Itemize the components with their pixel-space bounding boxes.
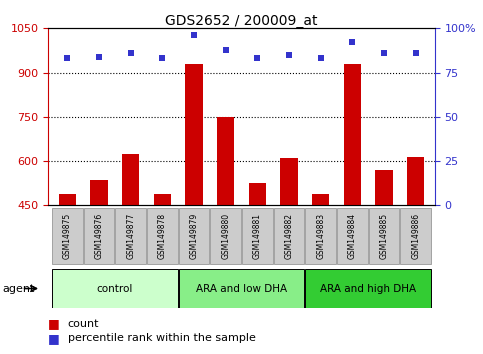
Bar <box>407 156 425 205</box>
Point <box>63 56 71 61</box>
Bar <box>179 209 209 264</box>
Text: GSM149884: GSM149884 <box>348 213 357 259</box>
Bar <box>179 269 304 308</box>
Point <box>349 40 356 45</box>
Text: GSM149876: GSM149876 <box>95 213 103 259</box>
Text: ARA and low DHA: ARA and low DHA <box>196 284 287 293</box>
Bar <box>312 194 329 205</box>
Bar <box>115 209 146 264</box>
Bar <box>154 194 171 205</box>
Text: GSM149879: GSM149879 <box>189 213 199 259</box>
Bar <box>90 180 108 205</box>
Bar <box>337 209 368 264</box>
Bar <box>52 269 178 308</box>
Point <box>380 50 388 56</box>
Text: ■: ■ <box>48 332 60 344</box>
Bar <box>185 64 203 205</box>
Bar <box>84 209 114 264</box>
Bar <box>58 194 76 205</box>
Bar <box>217 117 234 205</box>
Text: GSM149880: GSM149880 <box>221 213 230 259</box>
Point <box>285 52 293 58</box>
Bar <box>369 209 399 264</box>
Text: GSM149877: GSM149877 <box>126 213 135 259</box>
Point <box>317 56 325 61</box>
Bar <box>122 154 140 205</box>
Bar <box>280 158 298 205</box>
Bar <box>242 209 272 264</box>
Text: GSM149881: GSM149881 <box>253 213 262 259</box>
Bar <box>400 209 431 264</box>
Point <box>158 56 166 61</box>
Point <box>254 56 261 61</box>
Point <box>95 54 103 59</box>
Point <box>127 50 134 56</box>
Bar <box>305 269 431 308</box>
Text: GSM149878: GSM149878 <box>158 213 167 259</box>
Point <box>222 47 229 52</box>
Text: count: count <box>68 319 99 329</box>
Text: control: control <box>97 284 133 293</box>
Text: GSM149883: GSM149883 <box>316 213 325 259</box>
Text: GSM149882: GSM149882 <box>284 213 294 259</box>
Bar <box>52 209 83 264</box>
Bar <box>375 170 393 205</box>
Bar <box>343 64 361 205</box>
Text: GDS2652 / 200009_at: GDS2652 / 200009_at <box>165 14 318 28</box>
Text: agent: agent <box>2 284 35 293</box>
Bar <box>249 183 266 205</box>
Text: percentile rank within the sample: percentile rank within the sample <box>68 333 256 343</box>
Bar <box>147 209 178 264</box>
Text: ■: ■ <box>48 318 60 330</box>
Text: ARA and high DHA: ARA and high DHA <box>320 284 416 293</box>
Bar <box>211 209 241 264</box>
Point <box>412 50 420 56</box>
Point <box>190 33 198 38</box>
Bar <box>274 209 304 264</box>
Text: GSM149886: GSM149886 <box>411 213 420 259</box>
Text: GSM149885: GSM149885 <box>380 213 388 259</box>
Text: GSM149875: GSM149875 <box>63 213 72 259</box>
Bar <box>305 209 336 264</box>
